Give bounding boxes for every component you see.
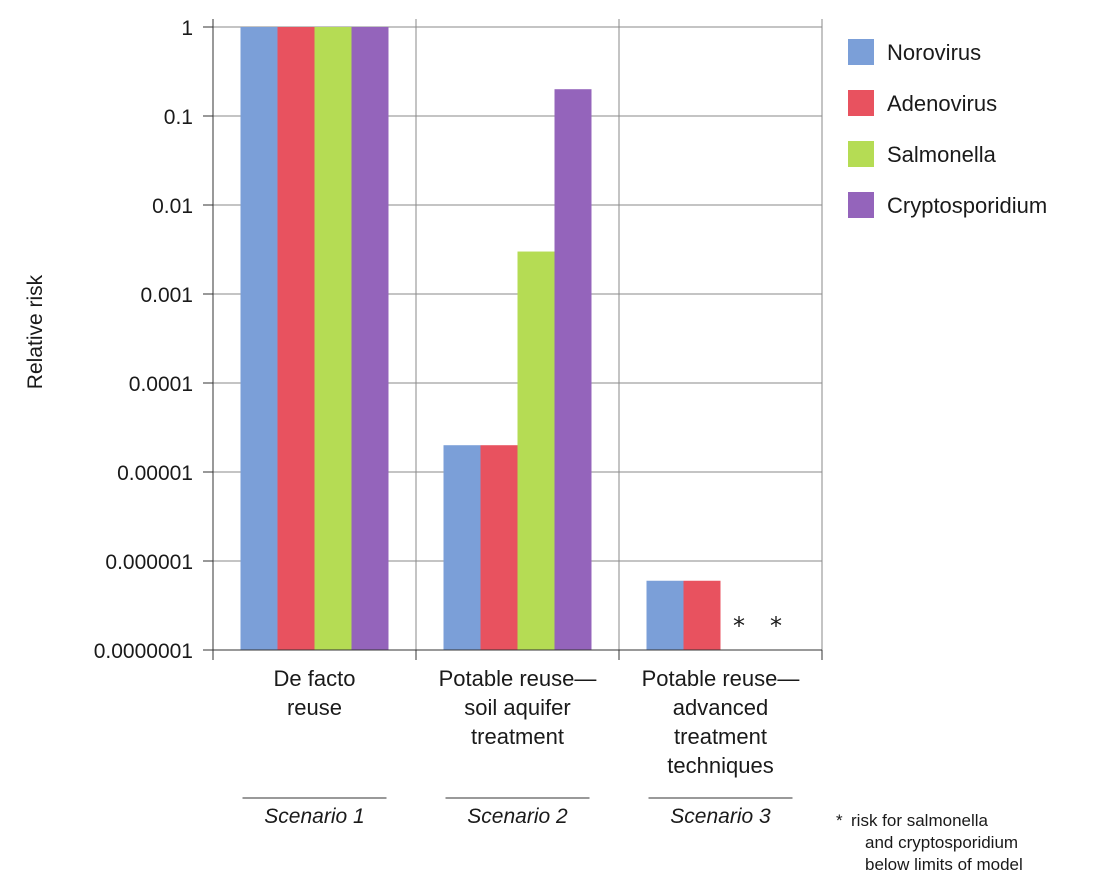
y-tick-label: 0.1 xyxy=(164,106,193,129)
footnote-line: and cryptosporidium xyxy=(865,833,1018,852)
footnote: * risk for salmonella and cryptosporidium b… xyxy=(836,811,1023,874)
y-tick-label: 0.00001 xyxy=(117,462,193,485)
bar xyxy=(351,27,389,650)
category-label: treatment xyxy=(471,724,564,749)
footnote-marker: * xyxy=(836,811,843,830)
y-tick-label: 0.0001 xyxy=(129,373,193,396)
scenario-label: Scenario 2 xyxy=(467,805,568,828)
category-label: Potable reuse— xyxy=(439,666,597,691)
bar xyxy=(443,445,481,650)
below-limit-marker: * xyxy=(733,612,745,640)
bar xyxy=(517,251,555,651)
y-tick-label: 0.001 xyxy=(140,284,193,307)
scenario-labels: Scenario 1 Scenario 2 Scenario 3 xyxy=(242,797,793,828)
category-label: treatment xyxy=(674,724,767,749)
below-limit-marker: * xyxy=(770,612,782,640)
legend-swatch xyxy=(848,90,874,116)
bar xyxy=(554,89,592,651)
bar xyxy=(683,580,721,650)
legend-swatch xyxy=(848,192,874,218)
bar xyxy=(480,445,518,650)
footnote-line: below limits of model xyxy=(865,855,1023,874)
category-label: techniques xyxy=(667,753,773,778)
y-tick-label: 0.01 xyxy=(152,195,193,218)
category-label: soil aquifer xyxy=(464,695,570,720)
y-tick-labels: 1 0.1 0.01 0.001 0.0001 0.00001 0.000001 0.0000… xyxy=(94,17,193,663)
y-tick-label: 0.000001 xyxy=(105,551,193,574)
scenario-label: Scenario 3 xyxy=(670,805,771,828)
legend-swatch xyxy=(848,141,874,167)
bar xyxy=(314,27,352,650)
legend: Norovirus Adenovirus Salmonella Cryptospori… xyxy=(848,39,1047,218)
legend-swatch xyxy=(848,39,874,65)
category-label: De facto xyxy=(274,666,356,691)
legend-label: Norovirus xyxy=(887,40,981,65)
y-tick-label: 1 xyxy=(181,17,193,40)
y-axis-title: Relative risk xyxy=(24,274,47,389)
category-labels: De facto reuse Potable reuse— soil aquifer t… xyxy=(274,666,800,778)
bar xyxy=(240,27,278,650)
legend-label: Salmonella xyxy=(887,142,997,167)
category-label: reuse xyxy=(287,695,342,720)
category-label: Potable reuse— xyxy=(642,666,800,691)
legend-label: Cryptosporidium xyxy=(887,193,1047,218)
bar xyxy=(277,27,315,650)
footnote-line: risk for salmonella xyxy=(851,811,989,830)
scenario-label: Scenario 1 xyxy=(264,805,364,828)
category-label: advanced xyxy=(673,695,768,720)
bars: * * xyxy=(240,27,782,651)
y-tick-label: 0.0000001 xyxy=(94,640,193,663)
bar xyxy=(646,580,684,650)
axes xyxy=(203,19,823,660)
legend-label: Adenovirus xyxy=(887,91,997,116)
